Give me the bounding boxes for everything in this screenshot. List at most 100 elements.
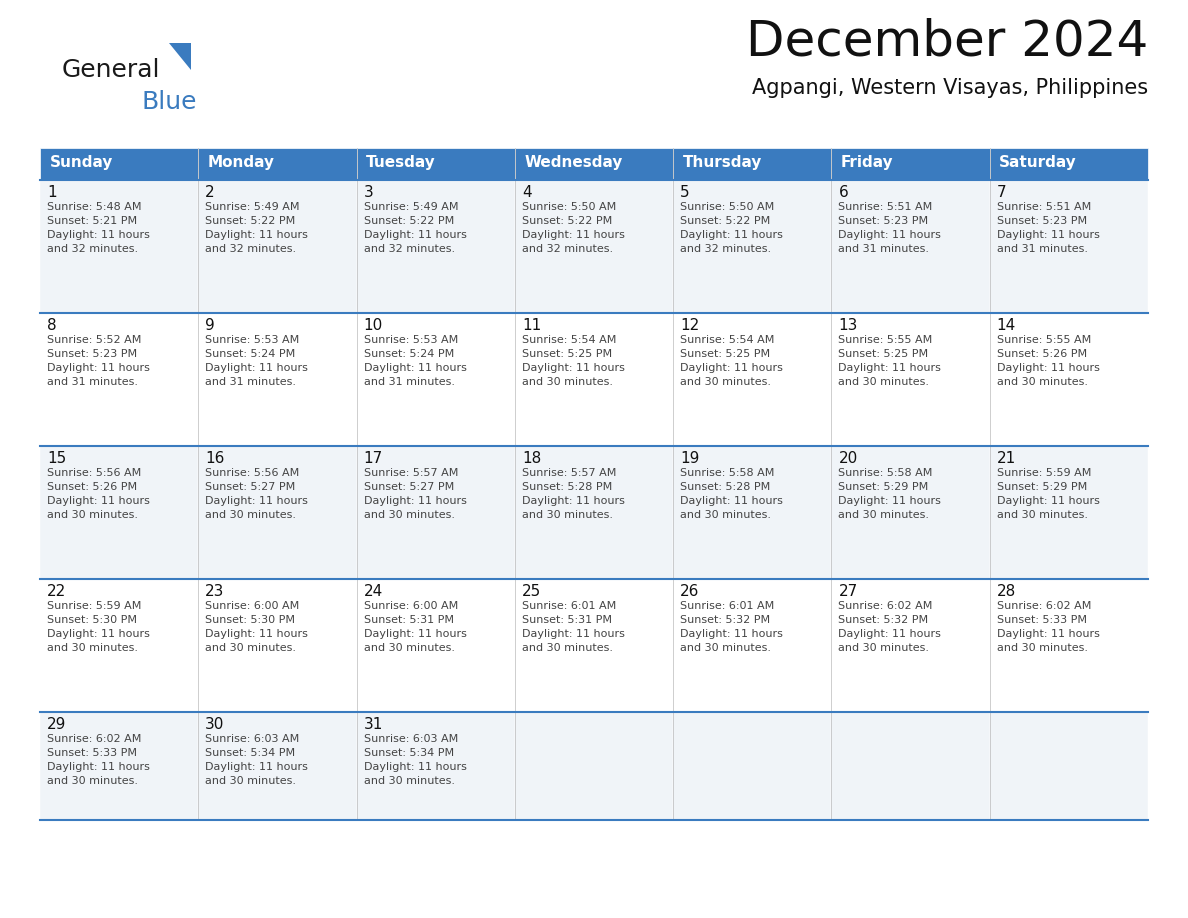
Text: Sunrise: 5:57 AM: Sunrise: 5:57 AM — [522, 468, 617, 478]
Bar — [990, 313, 1148, 446]
Text: Sunset: 5:22 PM: Sunset: 5:22 PM — [206, 216, 296, 226]
Text: Sunrise: 5:53 AM: Sunrise: 5:53 AM — [206, 335, 299, 345]
Text: Sunset: 5:28 PM: Sunset: 5:28 PM — [681, 482, 770, 492]
Text: and 32 minutes.: and 32 minutes. — [364, 244, 455, 254]
Text: Sunset: 5:26 PM: Sunset: 5:26 PM — [48, 482, 137, 492]
Text: Sunrise: 5:58 AM: Sunrise: 5:58 AM — [681, 468, 775, 478]
Text: 17: 17 — [364, 451, 383, 466]
Bar — [832, 180, 990, 313]
Text: and 32 minutes.: and 32 minutes. — [206, 244, 297, 254]
Text: Sunset: 5:34 PM: Sunset: 5:34 PM — [206, 748, 296, 758]
Text: Daylight: 11 hours: Daylight: 11 hours — [997, 496, 1100, 506]
Text: Daylight: 11 hours: Daylight: 11 hours — [522, 629, 625, 639]
Bar — [198, 579, 356, 712]
Text: 13: 13 — [839, 318, 858, 333]
Text: and 31 minutes.: and 31 minutes. — [48, 377, 138, 387]
Text: 10: 10 — [364, 318, 383, 333]
Text: Sunrise: 5:54 AM: Sunrise: 5:54 AM — [522, 335, 617, 345]
Text: 23: 23 — [206, 584, 225, 599]
Text: Daylight: 11 hours: Daylight: 11 hours — [522, 363, 625, 373]
Text: Sunset: 5:33 PM: Sunset: 5:33 PM — [48, 748, 137, 758]
Text: December 2024: December 2024 — [746, 18, 1148, 66]
Bar — [40, 313, 198, 446]
Text: Daylight: 11 hours: Daylight: 11 hours — [839, 496, 941, 506]
Text: 3: 3 — [364, 185, 373, 200]
Text: Sunrise: 5:59 AM: Sunrise: 5:59 AM — [997, 468, 1091, 478]
Polygon shape — [169, 43, 191, 70]
Text: Daylight: 11 hours: Daylight: 11 hours — [206, 496, 308, 506]
Text: Sunset: 5:23 PM: Sunset: 5:23 PM — [997, 216, 1087, 226]
Text: Sunset: 5:25 PM: Sunset: 5:25 PM — [681, 349, 770, 359]
Bar — [40, 579, 198, 712]
Text: Daylight: 11 hours: Daylight: 11 hours — [839, 230, 941, 240]
Text: Daylight: 11 hours: Daylight: 11 hours — [681, 496, 783, 506]
Bar — [40, 712, 198, 820]
Text: Sunrise: 6:02 AM: Sunrise: 6:02 AM — [839, 601, 933, 611]
Text: 31: 31 — [364, 717, 383, 732]
Text: and 30 minutes.: and 30 minutes. — [48, 643, 138, 653]
Text: Sunrise: 6:03 AM: Sunrise: 6:03 AM — [364, 734, 457, 744]
Text: Daylight: 11 hours: Daylight: 11 hours — [997, 363, 1100, 373]
Text: Sunrise: 5:49 AM: Sunrise: 5:49 AM — [364, 202, 459, 212]
Text: 1: 1 — [48, 185, 57, 200]
Bar — [356, 180, 514, 313]
Text: Sunrise: 6:03 AM: Sunrise: 6:03 AM — [206, 734, 299, 744]
Text: Sunrise: 5:52 AM: Sunrise: 5:52 AM — [48, 335, 141, 345]
Text: 7: 7 — [997, 185, 1006, 200]
Bar — [674, 579, 832, 712]
Text: Sunset: 5:34 PM: Sunset: 5:34 PM — [364, 748, 454, 758]
Text: Sunset: 5:27 PM: Sunset: 5:27 PM — [364, 482, 454, 492]
Text: Sunrise: 5:55 AM: Sunrise: 5:55 AM — [839, 335, 933, 345]
Text: Sunrise: 5:50 AM: Sunrise: 5:50 AM — [522, 202, 617, 212]
Bar — [832, 579, 990, 712]
Text: Sunset: 5:24 PM: Sunset: 5:24 PM — [206, 349, 296, 359]
Text: and 32 minutes.: and 32 minutes. — [681, 244, 771, 254]
Text: Sunset: 5:33 PM: Sunset: 5:33 PM — [997, 615, 1087, 625]
Text: and 30 minutes.: and 30 minutes. — [997, 643, 1088, 653]
Text: Sunset: 5:31 PM: Sunset: 5:31 PM — [364, 615, 454, 625]
Text: 8: 8 — [48, 318, 57, 333]
Bar — [356, 579, 514, 712]
Bar — [674, 313, 832, 446]
Text: Sunset: 5:23 PM: Sunset: 5:23 PM — [48, 349, 137, 359]
Text: Sunrise: 5:59 AM: Sunrise: 5:59 AM — [48, 601, 141, 611]
Text: 18: 18 — [522, 451, 541, 466]
Bar — [40, 148, 198, 180]
Text: 2: 2 — [206, 185, 215, 200]
Bar — [40, 180, 198, 313]
Text: Sunset: 5:31 PM: Sunset: 5:31 PM — [522, 615, 612, 625]
Text: Sunset: 5:26 PM: Sunset: 5:26 PM — [997, 349, 1087, 359]
Text: and 30 minutes.: and 30 minutes. — [522, 377, 613, 387]
Bar — [356, 313, 514, 446]
Text: 26: 26 — [681, 584, 700, 599]
Text: 30: 30 — [206, 717, 225, 732]
Text: Sunrise: 5:54 AM: Sunrise: 5:54 AM — [681, 335, 775, 345]
Text: and 31 minutes.: and 31 minutes. — [364, 377, 455, 387]
Text: Sunrise: 5:49 AM: Sunrise: 5:49 AM — [206, 202, 299, 212]
Text: Daylight: 11 hours: Daylight: 11 hours — [522, 230, 625, 240]
Text: and 31 minutes.: and 31 minutes. — [206, 377, 296, 387]
Text: Tuesday: Tuesday — [366, 155, 436, 170]
Bar — [514, 180, 674, 313]
Text: Daylight: 11 hours: Daylight: 11 hours — [48, 762, 150, 772]
Text: Daylight: 11 hours: Daylight: 11 hours — [997, 230, 1100, 240]
Text: and 30 minutes.: and 30 minutes. — [48, 510, 138, 520]
Text: and 30 minutes.: and 30 minutes. — [364, 776, 455, 786]
Bar — [674, 180, 832, 313]
Text: Daylight: 11 hours: Daylight: 11 hours — [681, 629, 783, 639]
Text: Sunset: 5:22 PM: Sunset: 5:22 PM — [681, 216, 770, 226]
Text: Wednesday: Wednesday — [524, 155, 623, 170]
Text: Sunrise: 5:56 AM: Sunrise: 5:56 AM — [48, 468, 141, 478]
Text: and 30 minutes.: and 30 minutes. — [364, 510, 455, 520]
Text: Sunset: 5:25 PM: Sunset: 5:25 PM — [522, 349, 612, 359]
Text: Daylight: 11 hours: Daylight: 11 hours — [206, 629, 308, 639]
Text: and 30 minutes.: and 30 minutes. — [206, 643, 296, 653]
Text: Sunrise: 5:51 AM: Sunrise: 5:51 AM — [839, 202, 933, 212]
Text: Sunrise: 5:55 AM: Sunrise: 5:55 AM — [997, 335, 1091, 345]
Bar — [514, 446, 674, 579]
Text: Sunrise: 6:00 AM: Sunrise: 6:00 AM — [364, 601, 457, 611]
Bar — [198, 712, 356, 820]
Text: 16: 16 — [206, 451, 225, 466]
Text: Sunset: 5:30 PM: Sunset: 5:30 PM — [48, 615, 137, 625]
Text: Sunrise: 5:57 AM: Sunrise: 5:57 AM — [364, 468, 457, 478]
